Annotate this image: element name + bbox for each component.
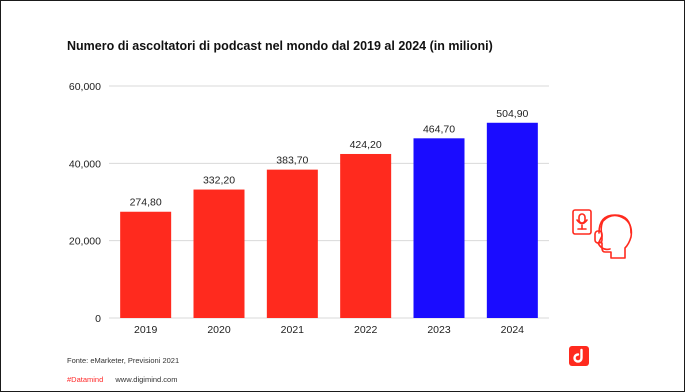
chart-title: Numero di ascoltatori di podcast nel mon… xyxy=(67,39,493,53)
bar xyxy=(486,122,538,318)
digimind-logo-icon xyxy=(569,346,589,366)
x-tick-label: 2021 xyxy=(281,324,305,336)
data-label: 332,20 xyxy=(203,175,235,187)
data-label: 274,80 xyxy=(130,197,162,209)
source-note: Fonte: eMarketer, Previsioni 2021 xyxy=(67,356,180,365)
x-tick-label: 2019 xyxy=(134,324,158,336)
bar xyxy=(266,169,318,318)
x-tick-label: 2023 xyxy=(427,324,451,336)
website-link[interactable]: www.digimind.com xyxy=(115,375,178,384)
y-tick-label: 60,000 xyxy=(69,81,101,93)
footer: #Datamind www.digimind.com xyxy=(67,375,177,384)
bar xyxy=(120,211,172,318)
bar xyxy=(340,153,392,318)
data-label: 504,90 xyxy=(496,108,528,120)
data-label: 424,20 xyxy=(350,139,382,151)
podcast-listener-icon xyxy=(572,209,633,259)
x-tick-label: 2020 xyxy=(207,324,231,336)
y-tick-label: 0 xyxy=(95,313,101,325)
x-tick-label: 2022 xyxy=(354,324,378,336)
y-tick-label: 20,000 xyxy=(69,236,101,248)
data-label: 383,70 xyxy=(276,155,308,167)
hashtag: #Datamind xyxy=(67,375,104,384)
bar xyxy=(413,138,465,318)
x-tick-label: 2024 xyxy=(501,324,525,336)
bar xyxy=(193,189,245,318)
y-tick-label: 40,000 xyxy=(69,158,101,170)
data-label: 464,70 xyxy=(423,123,455,135)
